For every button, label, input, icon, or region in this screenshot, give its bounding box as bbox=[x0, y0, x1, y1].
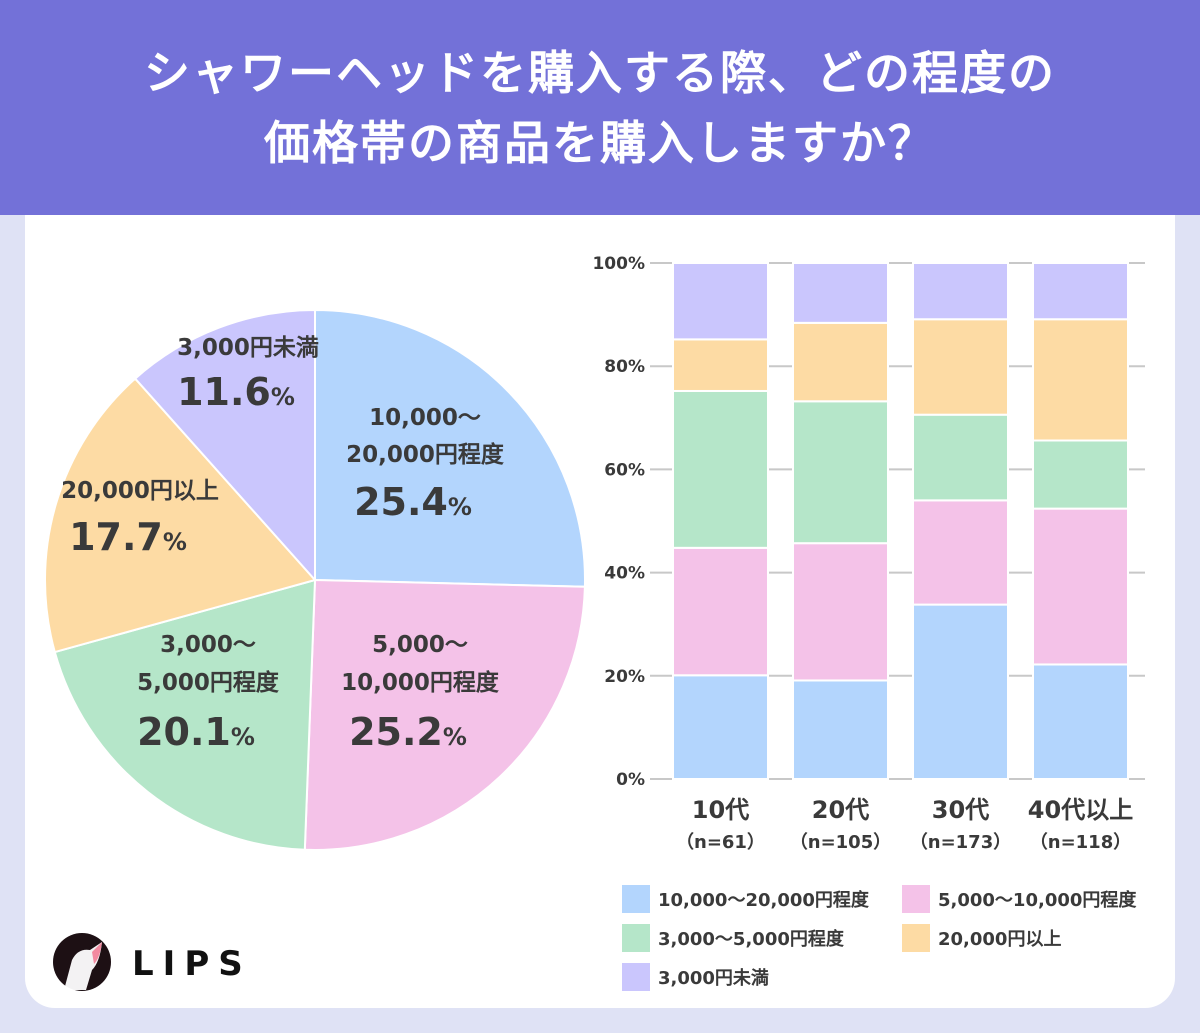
bar-segment bbox=[1032, 318, 1129, 442]
bar-segment bbox=[672, 338, 769, 392]
bar-segment bbox=[1032, 507, 1129, 666]
pie-slice-label: 3,000～ bbox=[160, 632, 256, 658]
pie-value-label: 11.6% bbox=[177, 370, 295, 414]
title-banner: シャワーヘッドを購入する際、どの程度の 価格帯の商品を購入しますか？ bbox=[0, 0, 1200, 215]
legend-label: 20,000円以上 bbox=[938, 929, 1061, 950]
pie-slice bbox=[53, 578, 317, 851]
bar-segment bbox=[792, 542, 889, 682]
title-line-1: シャワーヘッドを購入する際、どの程度の bbox=[144, 45, 1056, 100]
bar-segment bbox=[792, 262, 889, 324]
bar-segment bbox=[912, 499, 1009, 606]
x-sample-size-label: （n=61） bbox=[676, 832, 765, 853]
lips-logo: LIPS bbox=[53, 933, 252, 991]
pie-slice-label: 3,000円未満 bbox=[177, 335, 319, 361]
y-tick-label: 80% bbox=[604, 357, 645, 377]
bar-segment bbox=[912, 262, 1009, 321]
bar-segment bbox=[1032, 439, 1129, 510]
pie-slice bbox=[133, 308, 316, 583]
bar-segment bbox=[672, 389, 769, 549]
pie-slice bbox=[44, 377, 317, 654]
pie-slice-label: 10,000円程度 bbox=[341, 669, 500, 696]
bar-segment bbox=[792, 679, 889, 780]
x-category-label: 10代 bbox=[692, 796, 749, 824]
pie-chart bbox=[44, 308, 586, 851]
legend-label: 10,000～20,000円程度 bbox=[658, 889, 870, 911]
pie-slice-label: 5,000円程度 bbox=[137, 669, 280, 696]
bar-segment bbox=[672, 262, 769, 341]
bar-segment bbox=[672, 546, 769, 677]
bar-segment bbox=[792, 400, 889, 545]
x-category-label: 20代 bbox=[812, 796, 869, 824]
pie-slice-label: 20,000円程度 bbox=[346, 441, 505, 468]
legend-swatch bbox=[902, 924, 930, 952]
legend-swatch bbox=[902, 885, 930, 913]
title-line-2: 価格帯の商品を購入しますか？ bbox=[264, 115, 936, 170]
pie-slice bbox=[314, 308, 586, 588]
bar-segment bbox=[672, 674, 769, 780]
pie-labels: 10,000～ 20,000円程度 25.4% 5,000～ 10,000円程度 25.2… bbox=[61, 335, 505, 754]
bar-segment bbox=[912, 603, 1009, 780]
logo-text: LIPS bbox=[132, 944, 252, 984]
bar-segment bbox=[1032, 663, 1129, 780]
x-category-label: 40代以上 bbox=[1028, 796, 1133, 824]
y-tick-label: 40% bbox=[604, 564, 645, 584]
y-tick-label: 60% bbox=[604, 460, 645, 480]
legend-swatch bbox=[622, 924, 650, 952]
pie-value-label: 17.7% bbox=[69, 515, 187, 559]
pie-slice bbox=[303, 578, 586, 851]
pie-slice-label: 20,000円以上 bbox=[61, 478, 219, 504]
bar-segment bbox=[912, 413, 1009, 502]
x-sample-size-label: （n=173） bbox=[910, 832, 1011, 853]
legend: 10,000～20,000円程度 5,000～10,000円程度 3,000～5,0… bbox=[622, 885, 1137, 991]
x-sample-size-label: （n=105） bbox=[790, 832, 891, 853]
pie-value-label: 25.4% bbox=[354, 480, 472, 524]
pie-value-label: 20.1% bbox=[137, 710, 255, 754]
legend-label: 3,000～5,000円程度 bbox=[658, 928, 845, 950]
legend-label: 3,000円未満 bbox=[658, 967, 769, 989]
legend-swatch bbox=[622, 885, 650, 913]
pie-slice-label: 10,000～ bbox=[369, 405, 481, 431]
legend-label: 5,000～10,000円程度 bbox=[938, 889, 1137, 911]
bar-segment bbox=[1032, 262, 1129, 321]
stacked-bar-chart: 0% 20% 40% 60% 80% 100% 10代 （n=61） 20代 （n=105） 30代… bbox=[592, 254, 1145, 853]
legend-swatch bbox=[622, 963, 650, 991]
bar-segment bbox=[912, 318, 1009, 416]
pie-value-label: 25.2% bbox=[349, 710, 467, 754]
y-tick-label: 20% bbox=[604, 667, 645, 687]
bar-segment bbox=[792, 321, 889, 403]
x-category-label: 30代 bbox=[932, 796, 989, 824]
x-sample-size-label: （n=118） bbox=[1030, 832, 1131, 853]
y-tick-label: 0% bbox=[616, 770, 645, 790]
pie-slice-label: 5,000～ bbox=[372, 632, 468, 658]
y-tick-label: 100% bbox=[592, 254, 645, 274]
